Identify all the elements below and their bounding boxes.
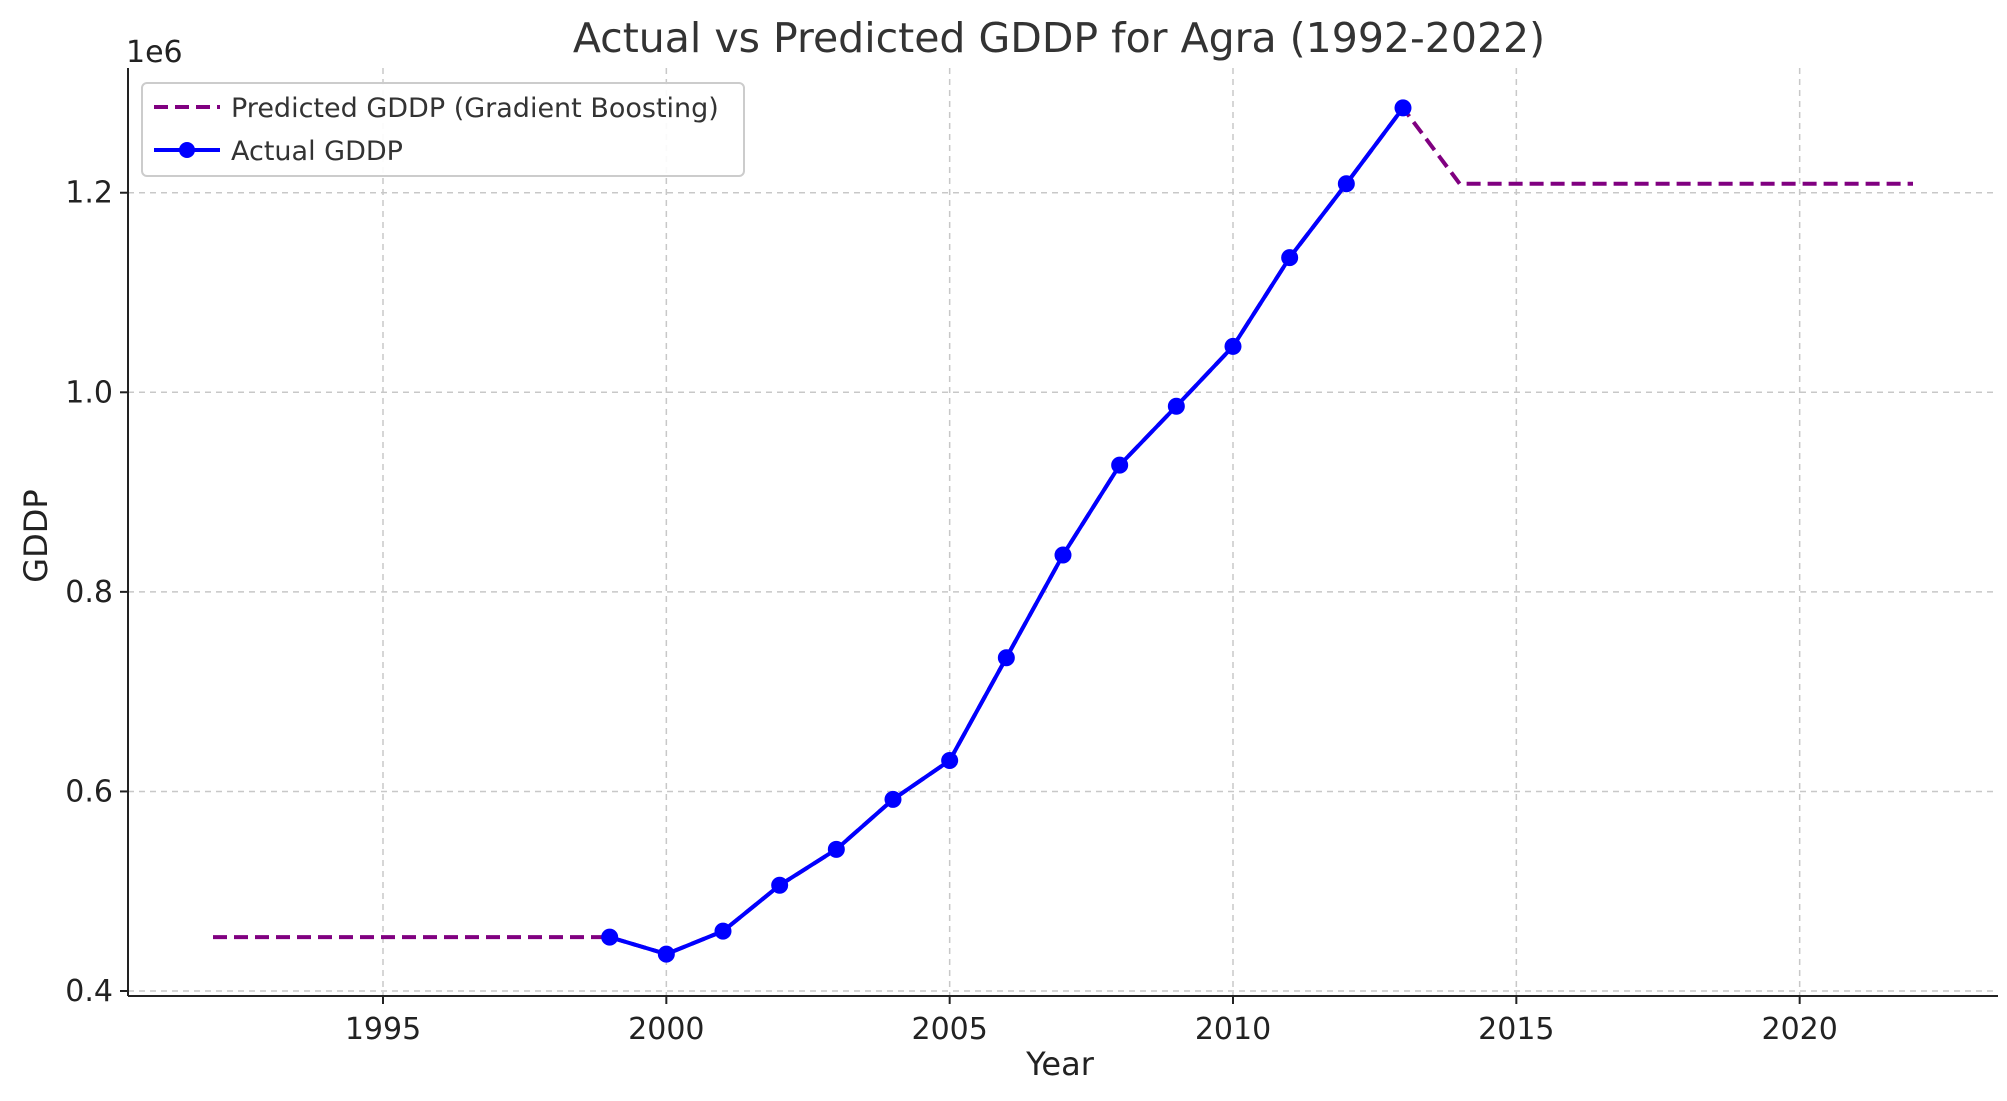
actual-data-point (601, 928, 619, 946)
actual-data-point (1224, 337, 1242, 355)
y-axis-offset-label: 1e6 (126, 35, 183, 70)
legend-label-predicted: Predicted GDDP (Gradient Boosting) (231, 93, 719, 124)
y-tick-label: 1.0 (65, 375, 113, 410)
actual-data-point (1394, 99, 1412, 117)
actual-data-point (771, 876, 789, 894)
actual-data-point (1337, 175, 1355, 193)
axes (127, 68, 1998, 997)
y-tick-label: 0.8 (65, 575, 113, 610)
x-tick-label: 2000 (628, 1012, 704, 1047)
actual-data-point (1111, 456, 1129, 474)
actual-data-point (941, 752, 959, 770)
actual-data-point (884, 790, 902, 808)
actual-data-point (997, 649, 1015, 667)
x-axis-label: Year (1025, 1045, 1095, 1083)
predicted-series-line (213, 105, 1913, 957)
actual-data-point (1054, 546, 1072, 564)
x-tick-label: 1995 (345, 1012, 421, 1047)
chart-title: Actual vs Predicted GDDP for Agra (1992-… (573, 14, 1545, 62)
actual-data-point (1281, 249, 1299, 267)
y-tick-label: 1.2 (65, 176, 113, 211)
y-axis-label: GDDP (17, 489, 55, 582)
legend-label-actual: Actual GDDP (231, 136, 403, 167)
legend-box (141, 82, 745, 177)
x-tick-label: 2020 (1761, 1012, 1837, 1047)
actual-data-point (714, 922, 732, 940)
legend-marker-actual (179, 142, 195, 158)
actual-data-point (827, 840, 845, 858)
x-tick-label: 2005 (911, 1012, 987, 1047)
y-tick-label: 0.4 (65, 974, 113, 1009)
y-axis-ticks: 0.4 0.6 0.8 1.0 1.2 (65, 176, 128, 1009)
x-tick-label: 2010 (1195, 1012, 1271, 1047)
y-tick-label: 0.6 (65, 774, 113, 809)
x-tick-label: 2015 (1478, 1012, 1554, 1047)
actual-series-line (609, 106, 1405, 957)
legend: Predicted GDDP (Gradient Boosting) Actua… (141, 82, 745, 177)
series (213, 99, 1913, 963)
x-axis-ticks: 1995 2000 2005 2010 2015 2020 (345, 996, 1838, 1047)
grid (128, 68, 1998, 996)
actual-data-point (1167, 397, 1185, 415)
actual-data-point (657, 945, 675, 963)
